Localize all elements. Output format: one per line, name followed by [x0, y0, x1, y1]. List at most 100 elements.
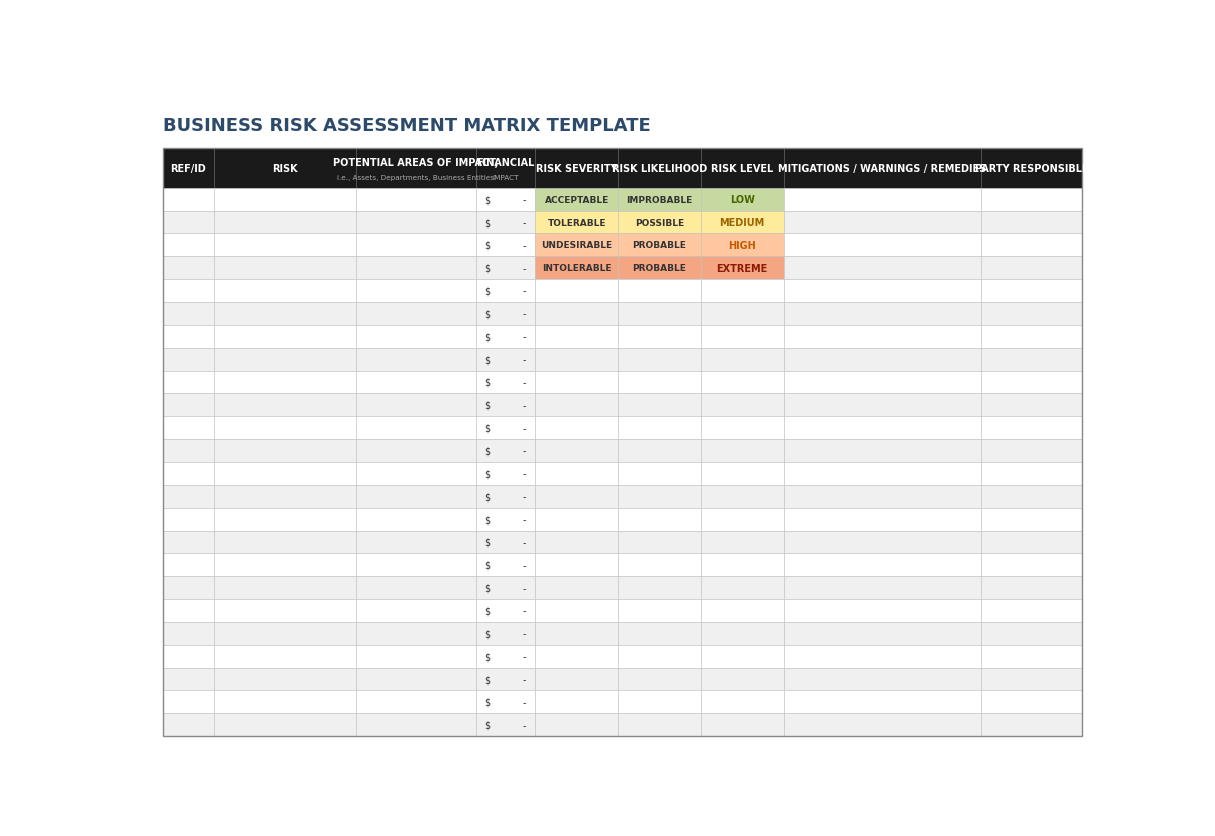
- Text: -: -: [522, 697, 526, 707]
- Bar: [163, 212, 214, 234]
- Bar: [784, 553, 981, 577]
- Bar: [618, 394, 701, 417]
- Text: $: $: [485, 354, 491, 364]
- Text: $: $: [485, 538, 491, 548]
- Bar: [981, 668, 1083, 691]
- Bar: [214, 371, 356, 394]
- Bar: [981, 440, 1083, 462]
- Bar: [618, 280, 701, 303]
- Bar: [618, 303, 701, 325]
- Text: -: -: [522, 423, 526, 433]
- Text: PARTY RESPONSIBLE: PARTY RESPONSIBLE: [974, 164, 1089, 174]
- Text: $: $: [485, 583, 491, 593]
- Text: HIGH: HIGH: [728, 241, 756, 251]
- Bar: [618, 234, 701, 257]
- Bar: [618, 691, 701, 713]
- Bar: [163, 394, 214, 417]
- Bar: [618, 485, 701, 508]
- Text: $: $: [485, 720, 491, 730]
- Bar: [475, 234, 536, 257]
- Bar: [618, 149, 701, 188]
- Bar: [163, 462, 214, 485]
- Bar: [475, 645, 536, 668]
- Bar: [536, 234, 618, 257]
- Bar: [475, 713, 536, 737]
- Bar: [163, 645, 214, 668]
- Bar: [214, 188, 356, 212]
- Bar: [356, 668, 475, 691]
- Bar: [701, 713, 784, 737]
- Text: -: -: [522, 446, 526, 456]
- Bar: [356, 645, 475, 668]
- Bar: [163, 149, 214, 188]
- Text: IMPROBABLE: IMPROBABLE: [626, 196, 693, 205]
- Bar: [701, 531, 784, 553]
- Bar: [163, 713, 214, 737]
- Text: -: -: [522, 400, 526, 410]
- Text: FINANCIAL: FINANCIAL: [476, 157, 535, 167]
- Bar: [356, 713, 475, 737]
- Bar: [475, 462, 536, 485]
- Bar: [475, 599, 536, 622]
- Bar: [475, 149, 536, 188]
- Bar: [784, 394, 981, 417]
- Bar: [981, 371, 1083, 394]
- Text: LOW: LOW: [730, 195, 755, 205]
- Bar: [536, 462, 618, 485]
- Bar: [536, 394, 618, 417]
- Text: UNDESIRABLE: UNDESIRABLE: [541, 241, 612, 250]
- Bar: [536, 417, 618, 440]
- Bar: [214, 485, 356, 508]
- Bar: [214, 394, 356, 417]
- Bar: [214, 622, 356, 645]
- Text: $: $: [485, 309, 491, 319]
- Bar: [536, 645, 618, 668]
- Bar: [701, 577, 784, 599]
- Text: $: $: [485, 560, 491, 570]
- Bar: [981, 394, 1083, 417]
- Bar: [356, 622, 475, 645]
- Bar: [981, 622, 1083, 645]
- Bar: [214, 212, 356, 234]
- Text: RISK LEVEL: RISK LEVEL: [711, 164, 773, 174]
- Bar: [163, 691, 214, 713]
- Text: INTOLERABLE: INTOLERABLE: [542, 264, 611, 273]
- Bar: [475, 577, 536, 599]
- Bar: [784, 508, 981, 531]
- Bar: [536, 622, 618, 645]
- Text: -: -: [522, 263, 526, 273]
- Bar: [475, 485, 536, 508]
- Bar: [214, 303, 356, 325]
- Bar: [356, 531, 475, 553]
- Bar: [536, 371, 618, 394]
- Bar: [163, 325, 214, 349]
- Bar: [701, 553, 784, 577]
- Bar: [356, 577, 475, 599]
- Bar: [475, 325, 536, 349]
- Bar: [536, 668, 618, 691]
- Bar: [536, 303, 618, 325]
- Bar: [981, 280, 1083, 303]
- Text: REF/ID: REF/ID: [170, 164, 207, 174]
- Text: $: $: [485, 651, 491, 661]
- Text: $: $: [485, 241, 491, 251]
- Bar: [784, 417, 981, 440]
- Bar: [981, 553, 1083, 577]
- Bar: [701, 325, 784, 349]
- Text: -: -: [522, 560, 526, 570]
- Text: -: -: [522, 195, 526, 205]
- Bar: [784, 257, 981, 280]
- Bar: [214, 325, 356, 349]
- Bar: [356, 257, 475, 280]
- Bar: [475, 394, 536, 417]
- Bar: [618, 440, 701, 462]
- Bar: [536, 599, 618, 622]
- Bar: [163, 577, 214, 599]
- Bar: [618, 508, 701, 531]
- Bar: [701, 349, 784, 371]
- Bar: [163, 531, 214, 553]
- Bar: [784, 577, 981, 599]
- Bar: [618, 188, 701, 212]
- Text: -: -: [522, 217, 526, 227]
- Bar: [784, 691, 981, 713]
